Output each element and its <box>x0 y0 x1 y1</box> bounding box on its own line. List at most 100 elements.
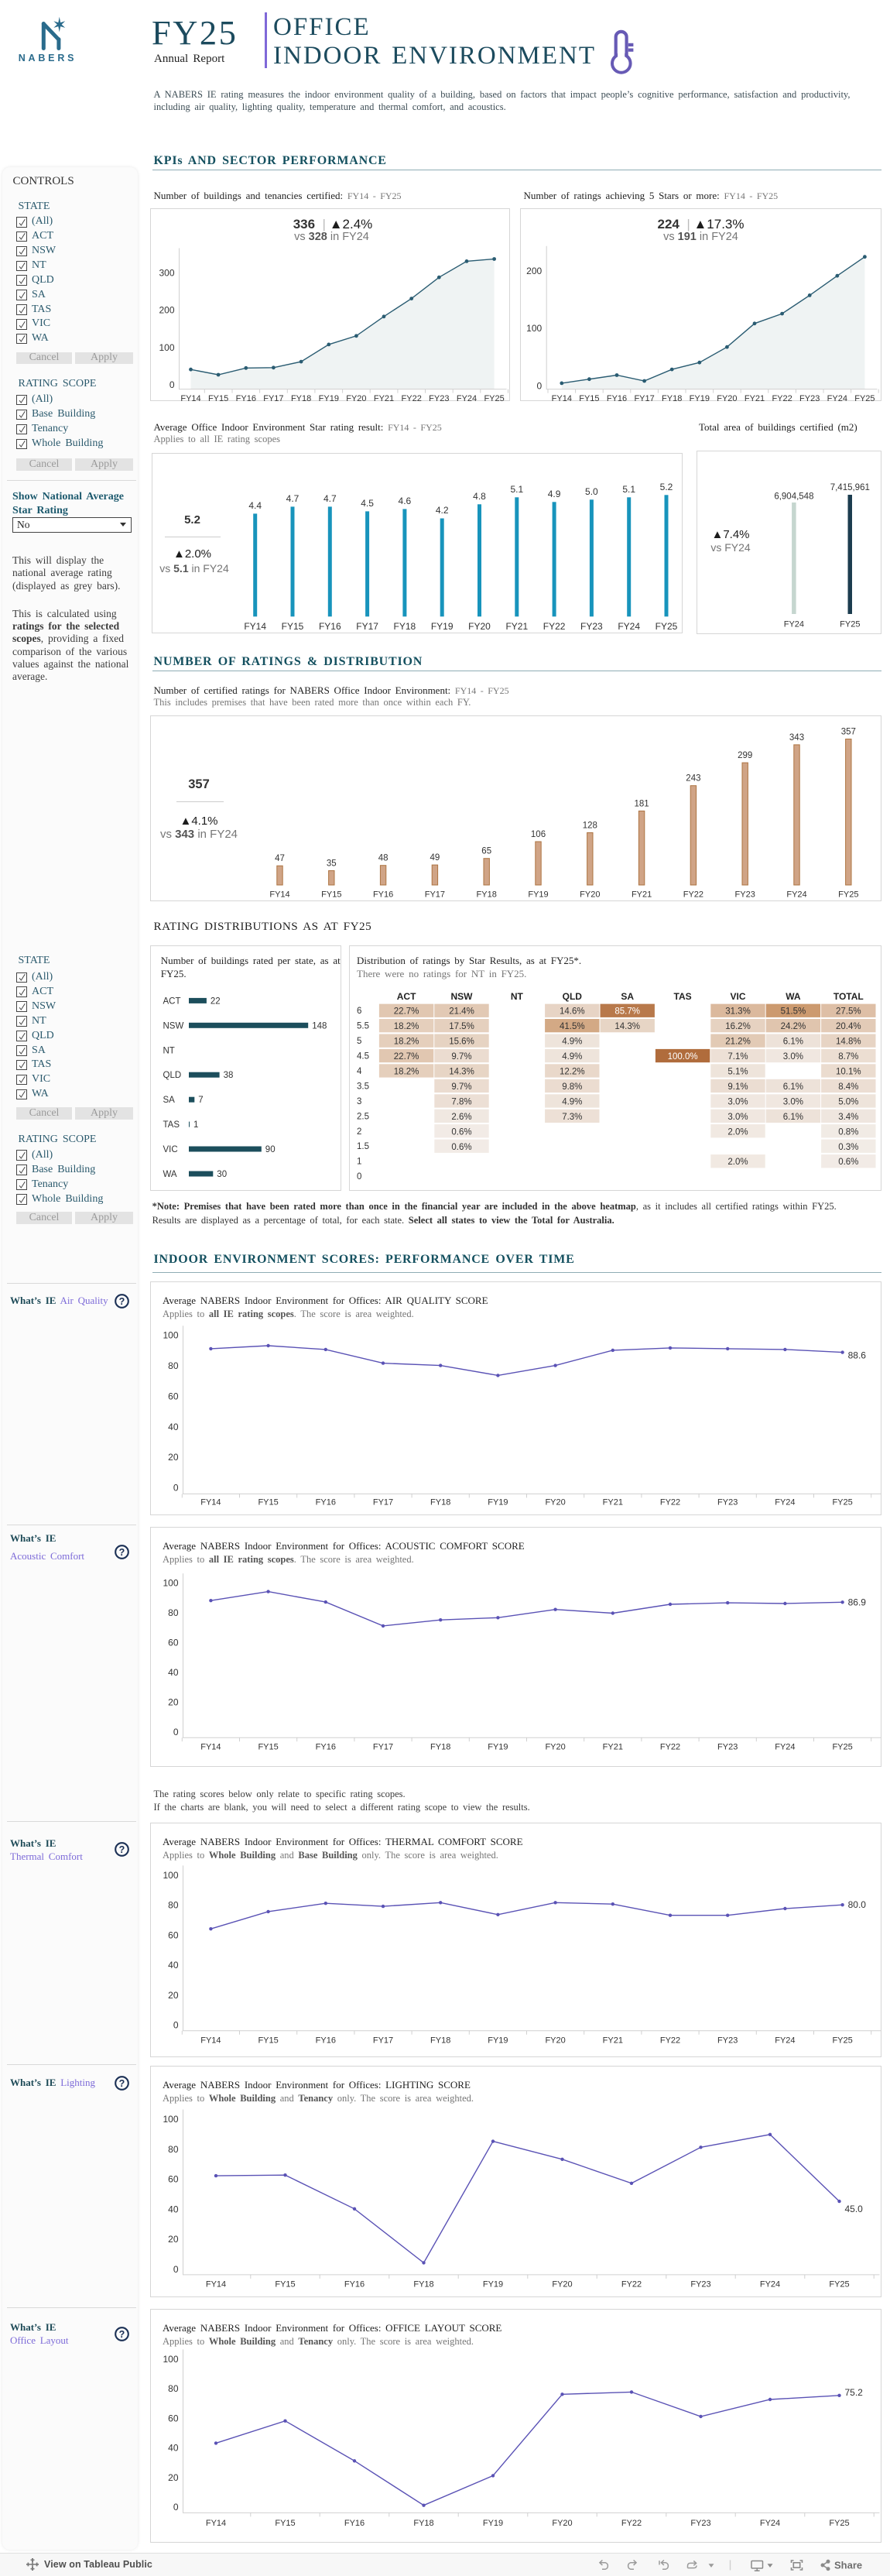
svg-text:FY16: FY16 <box>344 2519 365 2529</box>
svg-text:20: 20 <box>168 2472 179 2483</box>
svg-text:FY19: FY19 <box>488 2036 508 2046</box>
svg-text:22: 22 <box>210 996 220 1006</box>
svg-text:FY25: FY25 <box>656 621 678 632</box>
svg-text:2.5: 2.5 <box>357 1112 369 1121</box>
svg-text:6.1%: 6.1% <box>783 1082 803 1092</box>
svg-text:7,415,961: 7,415,961 <box>830 483 869 492</box>
svg-text:7.1%: 7.1% <box>727 1052 748 1062</box>
svg-text:FY25: FY25 <box>832 2036 852 2046</box>
svg-text:FY25: FY25 <box>854 394 875 401</box>
svg-text:FY14: FY14 <box>206 2279 226 2289</box>
svg-text:3.0%: 3.0% <box>783 1097 803 1106</box>
svg-text:48: 48 <box>378 854 389 863</box>
svg-text:FY18: FY18 <box>430 1497 450 1507</box>
svg-text:FY21: FY21 <box>603 1497 623 1507</box>
svg-text:?: ? <box>118 1547 125 1558</box>
svg-text:FY19: FY19 <box>488 1497 508 1507</box>
svg-text:FY25: FY25 <box>829 2519 849 2529</box>
svg-text:FY22: FY22 <box>402 394 422 401</box>
svg-text:FY25: FY25 <box>840 620 860 629</box>
svg-text:6.1%: 6.1% <box>783 1113 803 1122</box>
svg-text:100: 100 <box>163 1870 178 1881</box>
svg-text:3.4%: 3.4% <box>838 1113 858 1122</box>
svg-text:4.7: 4.7 <box>286 493 300 504</box>
svg-text:FY15: FY15 <box>321 890 341 900</box>
svg-text:2.0%: 2.0% <box>727 1127 748 1137</box>
svg-text:1: 1 <box>193 1120 198 1130</box>
svg-text:9.7%: 9.7% <box>451 1052 471 1062</box>
svg-text:FY18: FY18 <box>430 1743 450 1752</box>
svg-text:FY17: FY17 <box>425 890 445 900</box>
svg-text:0.6%: 0.6% <box>838 1158 858 1167</box>
svg-text:100: 100 <box>163 2354 178 2365</box>
svg-text:FY21: FY21 <box>603 2036 623 2046</box>
svg-text:51.5%: 51.5% <box>781 1007 806 1017</box>
svg-text:0: 0 <box>173 2020 179 2031</box>
svg-text:4.2: 4.2 <box>436 505 449 516</box>
svg-text:FY25: FY25 <box>838 890 858 900</box>
svg-text:20: 20 <box>168 1990 179 2001</box>
svg-text:FY14: FY14 <box>200 1497 221 1507</box>
svg-text:FY20: FY20 <box>580 890 600 900</box>
svg-text:FY22: FY22 <box>660 1497 680 1507</box>
svg-text:16.2%: 16.2% <box>725 1022 751 1031</box>
svg-text:FY20: FY20 <box>545 1497 565 1507</box>
svg-text:106: 106 <box>531 830 546 839</box>
svg-text:7.3%: 7.3% <box>562 1113 582 1122</box>
svg-text:FY21: FY21 <box>632 890 652 900</box>
svg-text:7.8%: 7.8% <box>451 1097 471 1106</box>
svg-text:181: 181 <box>635 799 649 808</box>
svg-text:FY16: FY16 <box>607 394 627 401</box>
svg-text:4.6: 4.6 <box>399 496 412 506</box>
svg-text:41.5%: 41.5% <box>560 1022 585 1031</box>
svg-text:FY14: FY14 <box>200 1743 221 1752</box>
svg-text:FY16: FY16 <box>373 890 393 900</box>
svg-text:18.2%: 18.2% <box>394 1068 419 1077</box>
svg-text:FY22: FY22 <box>683 890 703 900</box>
svg-text:200: 200 <box>159 305 174 316</box>
svg-text:FY17: FY17 <box>373 1743 393 1752</box>
svg-text:3.0%: 3.0% <box>783 1052 803 1062</box>
svg-text:0: 0 <box>537 380 543 391</box>
svg-text:6: 6 <box>357 1007 361 1016</box>
svg-text:FY22: FY22 <box>621 2279 642 2289</box>
svg-text:40: 40 <box>168 1667 179 1678</box>
svg-text:20.4%: 20.4% <box>836 1022 861 1031</box>
svg-text:80: 80 <box>168 1900 179 1911</box>
svg-text:60: 60 <box>168 1391 179 1401</box>
svg-text:0: 0 <box>169 379 175 390</box>
svg-text:NABERS: NABERS <box>19 53 77 63</box>
svg-text:0.6%: 0.6% <box>451 1143 471 1152</box>
svg-text:299: 299 <box>738 751 752 760</box>
svg-text:4.7: 4.7 <box>323 493 337 504</box>
svg-text:0.3%: 0.3% <box>838 1143 858 1152</box>
svg-text:148: 148 <box>312 1021 327 1031</box>
svg-text:FY23: FY23 <box>717 2036 738 2046</box>
svg-text:FY21: FY21 <box>374 394 394 401</box>
svg-text:FY14: FY14 <box>552 394 572 401</box>
svg-text:86.9: 86.9 <box>848 1597 867 1608</box>
svg-text:4.5: 4.5 <box>361 498 375 509</box>
svg-text:40: 40 <box>168 1422 179 1432</box>
svg-text:FY14: FY14 <box>269 890 289 900</box>
svg-text:VIC: VIC <box>730 991 745 1002</box>
svg-text:FY14: FY14 <box>200 2036 221 2046</box>
svg-text:5.2: 5.2 <box>660 481 673 492</box>
svg-text:FY20: FY20 <box>552 2279 572 2289</box>
svg-text:FY24: FY24 <box>775 1497 795 1507</box>
svg-text:4: 4 <box>357 1067 362 1076</box>
svg-text:FY23: FY23 <box>735 890 755 900</box>
svg-text:NSW: NSW <box>451 991 474 1002</box>
svg-text:9.8%: 9.8% <box>562 1082 582 1092</box>
svg-text:TAS: TAS <box>674 991 692 1002</box>
svg-text:?: ? <box>118 2329 125 2340</box>
svg-text:243: 243 <box>686 774 700 784</box>
svg-text:3.0%: 3.0% <box>727 1097 748 1106</box>
svg-text:60: 60 <box>168 2174 179 2185</box>
svg-text:47: 47 <box>275 854 285 863</box>
svg-text:4.8: 4.8 <box>473 490 486 501</box>
svg-text:22.7%: 22.7% <box>394 1007 419 1017</box>
svg-text:NT: NT <box>163 1046 174 1055</box>
svg-text:20: 20 <box>168 1697 179 1708</box>
svg-text:0: 0 <box>173 2502 179 2513</box>
